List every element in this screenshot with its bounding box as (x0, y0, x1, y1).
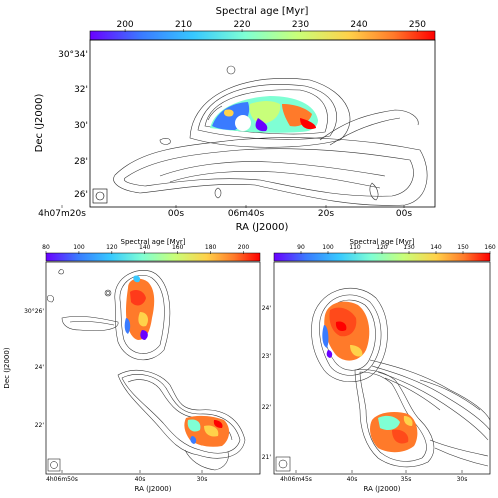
colorbar-tick-label: 160 (172, 244, 184, 251)
x-tick-label: 00s (396, 209, 412, 219)
x-tick-label: 40s (135, 476, 146, 483)
x-tick-label: 4h06m50s (46, 476, 78, 483)
beam-marker-2 (47, 458, 61, 472)
colorbar-2 (45, 252, 261, 262)
y-tick-label: 30°26' (24, 308, 44, 315)
x-tick-label: 30s (197, 476, 208, 483)
beam-marker-1 (92, 188, 108, 204)
plot-frame-3 (273, 261, 491, 475)
colorbar-tick-label: 100 (322, 244, 334, 251)
colorbar-tick-label: 110 (349, 244, 361, 251)
colorbar-tick-label: 200 (116, 20, 133, 30)
y-tick-label: 23' (262, 353, 272, 360)
x-axis-label: RA (J2000) (236, 222, 289, 233)
contour-layer-1 (113, 65, 428, 206)
age-map-2 (124, 275, 230, 447)
colorbar-tick-label: 240 (350, 20, 367, 30)
colorbar-ticks-1: 200 210 220 230 240 250 (116, 20, 426, 32)
y-tick-label: 21' (262, 454, 272, 461)
colorbar-ticks-3: 90 100 110 120 130 140 150 160 (297, 244, 496, 254)
beam-marker-3 (275, 456, 291, 472)
colorbar-1 (89, 30, 436, 41)
x-axis-label: RA (J2000) (364, 485, 401, 493)
x-tick-label: 4h06m45s (280, 476, 312, 483)
x-tick-label: 30s (457, 476, 468, 483)
axes-3: 4h06m45s 40s 35s 30s 24' 23' 22' 21' RA (J2000) (262, 305, 468, 493)
x-tick-label: 35s (401, 476, 412, 483)
axes-2: 4h06m50s 40s 30s 30°26' 24' 22' RA (J2000) Dec … (3, 308, 207, 493)
colorbar-tick-label: 120 (376, 244, 388, 251)
y-tick-label: 22' (262, 404, 272, 411)
colorbar-tick-label: 230 (292, 20, 309, 30)
colorbar-title-2: Spectral age [Myr] (121, 238, 186, 246)
x-tick-label: 20s (318, 209, 334, 219)
y-tick-label: 30' (74, 121, 88, 131)
colorbar-tick-label: 210 (175, 20, 192, 30)
x-axis-label: RA (J2000) (135, 485, 172, 493)
y-tick-label: 24' (262, 305, 272, 312)
y-tick-label: 26' (74, 190, 88, 200)
panel-1: Spectral age [Myr] 200 210 220 230 240 250 (34, 6, 436, 233)
panel-2: Spectral age [Myr] 80 100 120 140 160 180 200 (3, 238, 261, 493)
colorbar-tick-label: 220 (233, 20, 250, 30)
colorbar-tick-label: 160 (484, 244, 496, 251)
colorbar-tick-label: 150 (457, 244, 469, 251)
panel-3: Spectral age [Myr] 90 100 110 120 130 140 150 1… (262, 238, 496, 493)
y-tick-label: 28' (74, 157, 88, 167)
x-tick-label: 06m40s (228, 209, 265, 219)
colorbar-tick-label: 250 (409, 20, 426, 30)
colorbar-3 (273, 252, 491, 262)
colorbar-tick-label: 140 (430, 244, 442, 251)
colorbar-tick-label: 130 (403, 244, 415, 251)
age-map-1 (207, 96, 318, 133)
y-tick-label: 22' (35, 422, 45, 429)
y-tick-label: 30°34' (58, 50, 88, 60)
x-tick-label: 00s (168, 209, 184, 219)
colorbar-title-3: Spectral age [Myr] (350, 238, 415, 246)
y-tick-label: 24' (35, 364, 45, 371)
y-tick-label: 32' (74, 85, 88, 95)
plot-frame-1 (89, 39, 436, 208)
x-tick-label: 4h07m20s (38, 209, 86, 219)
colorbar-tick-label: 120 (106, 244, 118, 251)
colorbar-title-1: Spectral age [Myr] (216, 6, 309, 17)
colorbar-tick-label: 180 (205, 244, 217, 251)
y-axis-label: Dec (J2000) (3, 347, 11, 388)
axes-1: 4h07m20s 00s 06m40s 20s 00s 30°34' 32' 30' 28' 26… (34, 50, 412, 233)
colorbar-tick-label: 100 (73, 244, 85, 251)
colorbar-tick-label: 200 (238, 244, 250, 251)
colorbar-tick-label: 140 (139, 244, 151, 251)
colorbar-tick-label: 80 (42, 244, 50, 251)
x-tick-label: 40s (347, 476, 358, 483)
colorbar-tick-label: 90 (297, 244, 305, 251)
y-axis-label: Dec (J2000) (34, 94, 45, 153)
colorbar-ticks-2: 80 100 120 140 160 180 200 (42, 244, 249, 254)
age-map-3 (322, 301, 418, 453)
contour-layer-2 (46, 269, 246, 471)
plot-frame-2 (45, 261, 261, 475)
contour-layer-3 (311, 288, 490, 468)
